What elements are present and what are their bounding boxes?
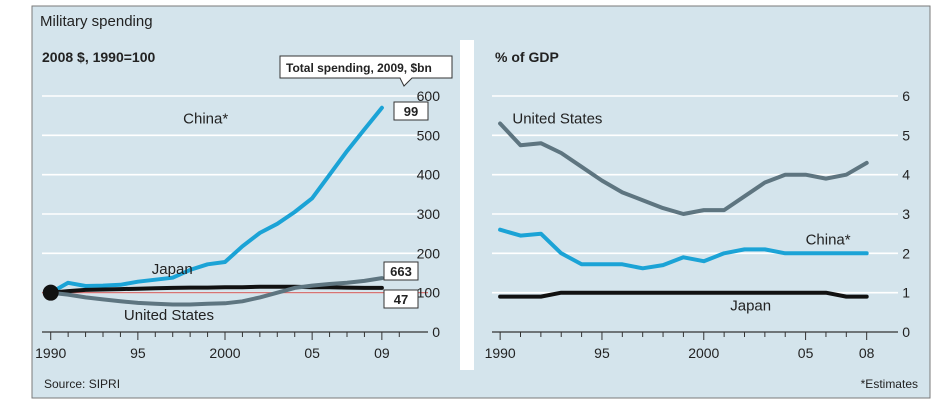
left-panel: 2008 $, 1990=100 0 100 200 300 400 500 600 199… [35,49,453,361]
left-y-tick-label-3: 300 [417,206,441,222]
end-value-box-japan [383,289,419,309]
right-series-line-united_states [498,121,869,216]
end-value-box-united_states [383,261,419,281]
left-x-tick-label-0: 1990 [35,345,66,361]
left-end-value-labels: 99 663 47 [383,101,429,309]
end-value-label-japan: 47 [394,292,408,307]
right-panel: % of GDP 0 1 2 3 4 5 6 1990 95 2000 05 08 United S… [485,49,911,361]
estimates-footnote: *Estimates [861,377,918,391]
end-value-label-united_states: 663 [390,264,412,279]
right-y-tick-label-2: 2 [902,245,910,261]
right-x-tick-label-4: 08 [859,345,875,361]
left-y-tick-label-6: 600 [417,88,441,104]
left-series-label-japan: Japan [152,261,193,278]
end-value-box-china [393,101,429,121]
right-x-tick-label-1: 95 [594,345,610,361]
right-series-label-china: China* [806,232,851,249]
right-y-tick-label-3: 3 [902,206,910,222]
left-y-tick-label-1: 100 [417,285,441,301]
left-y-tick-label-0: 0 [432,324,440,340]
right-y-tick-label-4: 4 [902,167,910,183]
left-series-line-united_states [48,276,384,307]
left-series-lines [42,105,384,307]
right-series-line-japan [498,290,869,299]
left-y-axis: 0 100 200 300 400 500 600 [417,88,441,340]
right-y-tick-label-5: 5 [902,127,910,143]
right-x-tick-label-0: 1990 [485,345,516,361]
right-series-line-china [498,227,869,271]
left-x-tick-label-2: 2000 [209,345,240,361]
left-x-axis: 1990 95 2000 05 09 [35,332,400,361]
left-series-label-china: China* [183,111,228,128]
right-y-tick-label-0: 0 [902,324,910,340]
left-start-marker [42,284,59,301]
left-x-tick-label-4: 09 [374,345,390,361]
figure-frame [31,5,931,399]
right-y-axis: 0 1 2 3 4 5 6 [902,88,910,340]
left-x-tick-label-3: 05 [304,345,320,361]
right-x-tick-label-2: 2000 [688,345,719,361]
left-y-tick-label-2: 200 [417,245,441,261]
right-y-tick-label-1: 1 [902,285,910,301]
right-series-lines [498,121,869,299]
panel-separator [460,40,474,370]
right-series-labels: United States China* Japan [512,111,850,315]
left-series-label-united_states: United States [124,307,214,324]
left-y-tick-label-4: 400 [417,167,441,183]
source-note: Source: SIPRI [44,377,120,391]
right-x-tick-label-3: 05 [798,345,814,361]
right-panel-subtitle: % of GDP [495,49,559,65]
figure-title: Military spending [40,13,153,30]
left-series-labels: China* Japan United States [124,111,228,325]
right-x-axis: 1990 95 2000 05 08 [485,332,875,361]
left-y-tick-label-5: 500 [417,127,441,143]
left-series-line-japan [48,284,384,295]
left-x-tick-label-1: 95 [130,345,146,361]
right-y-tick-label-6: 6 [902,88,910,104]
callout-box: Total spending, 2009, $bn [279,55,453,87]
callout-label: Total spending, 2009, $bn [286,61,432,75]
right-series-label-united_states: United States [512,111,602,128]
end-value-label-china: 99 [404,104,418,119]
left-gridlines [42,95,428,333]
left-series-line-china [48,105,384,295]
left-panel-subtitle: 2008 $, 1990=100 [42,49,155,65]
right-series-label-japan: Japan [730,297,771,314]
